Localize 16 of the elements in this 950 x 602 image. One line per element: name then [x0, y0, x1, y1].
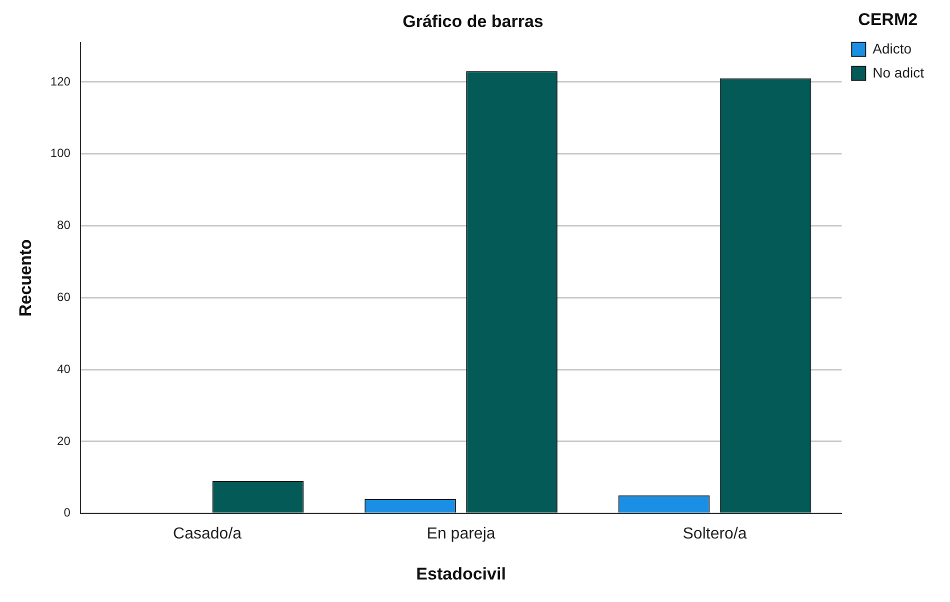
y-tick-label: 100	[50, 146, 71, 160]
chart-title: Gráfico de barras	[402, 12, 544, 31]
y-axis-title: Recuento	[16, 239, 35, 317]
x-tick-label: En pareja	[426, 525, 496, 542]
y-tick-label: 120	[50, 74, 71, 88]
y-tick-label: 0	[64, 506, 71, 520]
y-tick-label: 20	[57, 434, 71, 448]
y-tick-label: 60	[57, 290, 71, 304]
legend-title: CERM2	[858, 10, 918, 30]
x-tick-label: Casado/a	[173, 525, 242, 542]
x-axis-title: Estadocivil	[416, 564, 506, 584]
legend-label: No adict	[872, 64, 924, 80]
y-tick-label: 80	[57, 218, 71, 232]
x-tick-label: Soltero/a	[682, 525, 747, 542]
legend-label: Adicto	[872, 40, 912, 56]
y-tick-label: 40	[57, 362, 71, 376]
